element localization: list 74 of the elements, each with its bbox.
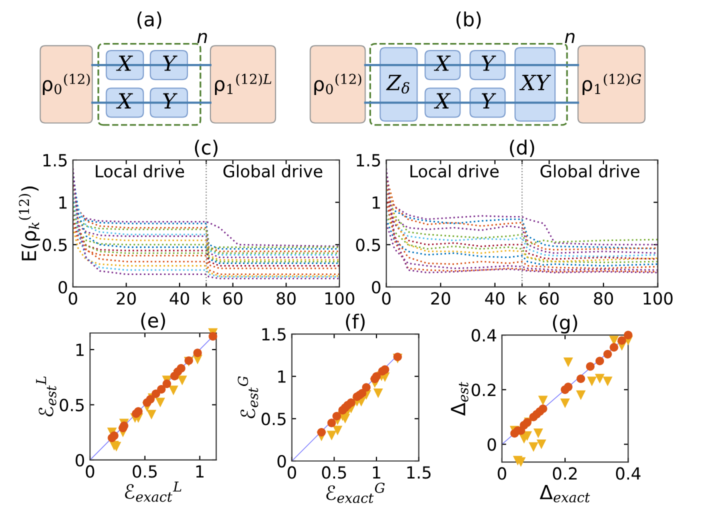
chart-title: (f) <box>346 314 365 332</box>
chart-title: (c) <box>194 140 218 158</box>
chart-title: (d) <box>510 140 534 158</box>
x-tick-label: k <box>518 292 527 304</box>
annotation: Local drive <box>96 164 184 178</box>
y-tick-label: 0 <box>278 454 286 468</box>
text: n <box>564 32 575 43</box>
x-tick-label: 40 <box>485 292 504 305</box>
text: (a) <box>138 11 162 29</box>
x-tick-label: 80 <box>594 292 613 305</box>
text: (b) <box>456 11 481 29</box>
chart-title: (e) <box>141 312 166 330</box>
text: XY <box>519 74 552 90</box>
x-tick-label: 0 <box>288 466 296 479</box>
y-axis-title: Δ$_{est}$ <box>450 382 468 416</box>
x-tick-label: 60 <box>540 292 559 305</box>
y-tick-label: 0 <box>58 280 67 294</box>
text: Y <box>163 93 178 108</box>
x-tick-label: 20 <box>431 292 450 305</box>
text: Z$_{δ}$ <box>386 74 410 94</box>
text: X <box>116 56 133 71</box>
chart-title: (g) <box>552 314 578 334</box>
x-axis-title: ℰ$_{exact}$$^{L}$ <box>125 482 182 502</box>
y-axis-title: ℰ$_{est}$$^{G}$ <box>238 376 258 418</box>
y-tick-label: 1.5 <box>356 154 380 167</box>
annotation: Global drive <box>223 164 322 178</box>
y-tick-label: 0.5 <box>262 412 286 426</box>
y-tick-label: 0.5 <box>60 398 84 412</box>
y-tick-label: 0.5 <box>356 238 380 252</box>
x-tick-label: 0.5 <box>132 465 157 478</box>
x-tick-label: 0.2 <box>552 467 577 480</box>
y-tick-label: 1.5 <box>262 328 286 341</box>
y-tick-label: 1.5 <box>43 154 67 167</box>
x-tick-label: 60 <box>223 292 242 305</box>
x-tick-label: 0.5 <box>322 466 346 479</box>
x-tick-label: 0 <box>498 467 506 480</box>
x-tick-label: 100 <box>644 292 673 305</box>
text: X <box>434 56 451 71</box>
x-tick-label: 0 <box>86 465 94 478</box>
annotation: Global drive <box>540 164 640 178</box>
y-tick-label: 1 <box>76 344 84 356</box>
y-tick-label: 0 <box>372 280 380 294</box>
text: Y <box>482 56 496 71</box>
x-tick-label: k <box>202 292 211 304</box>
x-axis-title: Δ$_{exact}$ <box>540 484 590 502</box>
text: Y <box>482 93 496 108</box>
y-tick-label: 1 <box>278 370 286 383</box>
y-tick-label: 0 <box>76 454 84 467</box>
x-tick-label: 20 <box>116 292 136 305</box>
x-axis-title: ℰ$_{exact}$$^{G}$ <box>326 482 385 504</box>
annotation: Local drive <box>410 164 499 178</box>
text: n <box>197 32 207 43</box>
text: Y <box>163 56 178 71</box>
y-tick-label: 0.2 <box>472 384 496 396</box>
x-tick-label: 1 <box>196 465 204 478</box>
x-tick-label: 0 <box>382 292 391 305</box>
text: X <box>116 93 133 108</box>
y-tick-label: 0.5 <box>42 238 67 252</box>
text: ρ$_{1}$$^{(12)G}$ <box>582 74 641 96</box>
text: ρ$_{0}$$^{(12)}$ <box>314 74 362 96</box>
y-axis-title: ℰ$_{est}$$^{L}$ <box>36 376 56 416</box>
x-tick-label: 80 <box>276 292 296 305</box>
y-tick-label: 0 <box>488 438 496 451</box>
x-tick-label: 100 <box>325 292 354 305</box>
text: ρ$_{0}$$^{(12)}$ <box>42 74 90 96</box>
x-tick-label: 40 <box>170 292 190 305</box>
y-tick-label: 1 <box>59 196 67 209</box>
y-axis-title: E(ρ$_{k}$$^{(12)}$) <box>18 186 40 260</box>
x-tick-label: 1.5 <box>407 466 431 479</box>
text: X <box>434 93 451 108</box>
y-tick-label: 0.4 <box>472 329 496 342</box>
x-tick-label: 0.4 <box>616 467 640 480</box>
text: ρ$_{1}$$^{(12)L}$ <box>214 74 272 96</box>
y-tick-label: 1 <box>372 196 380 209</box>
